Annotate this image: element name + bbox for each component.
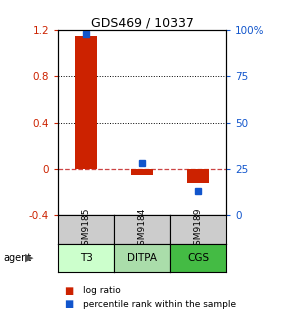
Text: agent: agent <box>3 253 31 263</box>
Bar <box>131 169 153 175</box>
Text: DITPA: DITPA <box>127 253 157 263</box>
Text: GSM9184: GSM9184 <box>137 208 147 251</box>
Text: log ratio: log ratio <box>83 286 120 295</box>
Bar <box>75 36 97 169</box>
Title: GDS469 / 10337: GDS469 / 10337 <box>91 16 193 29</box>
Text: GSM9185: GSM9185 <box>81 208 90 251</box>
Text: percentile rank within the sample: percentile rank within the sample <box>83 300 236 308</box>
Text: T3: T3 <box>79 253 93 263</box>
Bar <box>187 169 209 183</box>
Text: GSM9189: GSM9189 <box>194 208 203 251</box>
Text: ■: ■ <box>64 286 73 296</box>
Text: CGS: CGS <box>187 253 209 263</box>
Text: ■: ■ <box>64 299 73 309</box>
Text: ▶: ▶ <box>25 253 33 263</box>
